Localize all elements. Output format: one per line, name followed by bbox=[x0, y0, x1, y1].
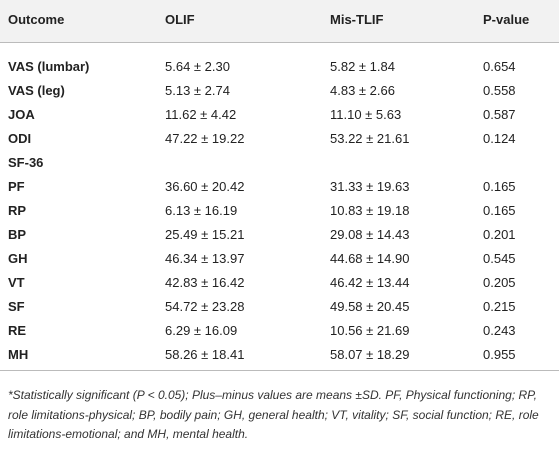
table-cell: 58.07 ± 18.29 bbox=[330, 347, 410, 362]
table-cell: 58.26 ± 18.41 bbox=[165, 347, 245, 362]
header-background bbox=[0, 0, 559, 42]
row-label: ODI bbox=[8, 131, 32, 146]
table-cell: 6.13 ± 16.19 bbox=[165, 203, 238, 218]
table-cell: 49.58 ± 20.45 bbox=[330, 299, 410, 314]
table-cell: 10.83 ± 19.18 bbox=[330, 203, 410, 218]
row-label: RE bbox=[8, 323, 27, 338]
table-cell: 11.62 ± 4.42 bbox=[165, 107, 237, 122]
row-label: PF bbox=[8, 179, 25, 194]
header-cell: Mis-TLIF bbox=[330, 12, 384, 27]
row-label: SF bbox=[8, 299, 25, 314]
row-label: RP bbox=[8, 203, 27, 218]
table-cell: 0.201 bbox=[483, 227, 516, 242]
table-cell: 0.124 bbox=[483, 131, 516, 146]
row-label: VT bbox=[8, 275, 25, 290]
table-cell: 6.29 ± 16.09 bbox=[165, 323, 238, 338]
table-cell: 0.205 bbox=[483, 275, 516, 290]
table-cell: 0.243 bbox=[483, 323, 516, 338]
table-cell: 44.68 ± 14.90 bbox=[330, 251, 410, 266]
table-cell: 0.587 bbox=[483, 107, 516, 122]
table-cell: 10.56 ± 21.69 bbox=[330, 323, 410, 338]
table-cell: 5.13 ± 2.74 bbox=[165, 83, 230, 98]
header-cell: OLIF bbox=[165, 12, 195, 27]
table-cell: 31.33 ± 19.63 bbox=[330, 179, 410, 194]
table-cell: 42.83 ± 16.42 bbox=[165, 275, 245, 290]
table-cell: 0.165 bbox=[483, 179, 516, 194]
table-cell: 0.165 bbox=[483, 203, 516, 218]
header-cell: P-value bbox=[483, 12, 530, 27]
table-cell: 47.22 ± 19.22 bbox=[165, 131, 245, 146]
row-label: VAS (lumbar) bbox=[8, 59, 90, 74]
bottom-rule bbox=[0, 370, 559, 371]
row-label: GH bbox=[8, 251, 28, 266]
table-cell: 53.22 ± 21.61 bbox=[330, 131, 410, 146]
header-cell: Outcome bbox=[8, 12, 65, 27]
table-cell: 29.08 ± 14.43 bbox=[330, 227, 410, 242]
table-cell: 11.10 ± 5.63 bbox=[330, 107, 402, 122]
table-cell: 0.654 bbox=[483, 59, 516, 74]
table-cell: 46.34 ± 13.97 bbox=[165, 251, 245, 266]
row-label: JOA bbox=[8, 107, 35, 122]
table-cell: 54.72 ± 23.28 bbox=[165, 299, 245, 314]
footnote: *Statistically significant (P < 0.05); P… bbox=[8, 388, 539, 441]
table-cell: 0.215 bbox=[483, 299, 516, 314]
table-cell: 0.545 bbox=[483, 251, 516, 266]
table-cell: 0.558 bbox=[483, 83, 516, 98]
row-label: SF-36 bbox=[8, 155, 44, 170]
table-cell: 46.42 ± 13.44 bbox=[330, 275, 410, 290]
table-cell: 36.60 ± 20.42 bbox=[165, 179, 245, 194]
table-cell: 5.82 ± 1.84 bbox=[330, 59, 395, 74]
table-cell: 0.955 bbox=[483, 347, 516, 362]
row-label: VAS (leg) bbox=[8, 83, 65, 98]
table-cell: 25.49 ± 15.21 bbox=[165, 227, 245, 242]
row-label: BP bbox=[8, 227, 27, 242]
row-label: MH bbox=[8, 347, 29, 362]
table-cell: 4.83 ± 2.66 bbox=[330, 83, 395, 98]
header-rule bbox=[0, 42, 559, 43]
table-cell: 5.64 ± 2.30 bbox=[165, 59, 230, 74]
